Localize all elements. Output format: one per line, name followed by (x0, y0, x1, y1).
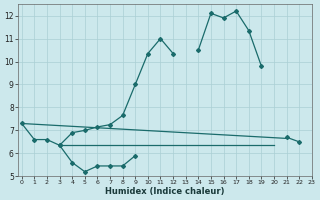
X-axis label: Humidex (Indice chaleur): Humidex (Indice chaleur) (105, 187, 225, 196)
